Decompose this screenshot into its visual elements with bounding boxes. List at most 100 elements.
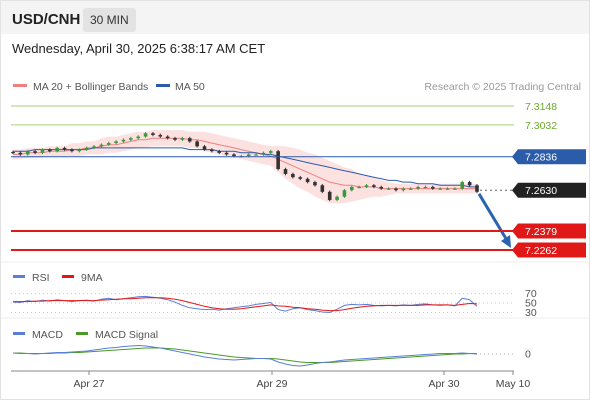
macd-legend-swatch [13,332,25,335]
candle-body [224,152,229,155]
candle-body [320,185,325,192]
candle-body [298,177,303,179]
candle-body [25,151,30,155]
candle-body [475,185,479,192]
candle-body [40,149,45,153]
candle-body [291,173,295,178]
level-badge [512,149,586,165]
ma50-line [13,147,477,188]
candle-body [342,190,347,197]
rsi-ma-legend-label: 9MA [81,272,103,284]
candle-body [431,186,435,189]
candle-body [70,149,74,152]
candle-body [232,154,236,157]
rsi-legend-label: RSI [32,272,50,284]
candle-body [62,147,67,150]
candle-body [276,151,280,170]
candle-body [313,182,317,186]
candle-body [158,134,163,137]
level-label: 7.2630 [525,185,557,197]
candle-body [261,152,266,155]
level-label: 7.2836 [525,152,557,164]
macd-line [12,344,478,367]
timestamp: Wednesday, April 30, 2025 6:38:17 AM CET [12,41,266,56]
candle-body [99,144,104,147]
level-label: 7.3032 [525,120,557,132]
candle-body [379,186,384,189]
candle-body [349,186,354,191]
forecast-arrow [477,193,510,243]
credit-text: Research © 2025 Trading Central [424,81,581,93]
level-label: 7.3148 [525,101,557,113]
macd-signal-legend-swatch [76,332,88,335]
macd-signal-line [13,347,477,363]
x-tick-label: Apr 30 [429,378,460,390]
candle-body [467,182,472,186]
candle-body [438,188,442,190]
title-bar: USD/CNH 30 MIN [1,1,589,34]
candle-body [11,151,15,154]
candle-body [394,188,398,191]
candle-body [327,191,332,200]
candle-body [55,147,59,152]
candle-body [121,139,126,142]
candle-body [84,147,89,150]
candle-body [246,154,251,157]
macd-tick-label: 0 [525,349,531,361]
candle-body [357,186,361,189]
candle-body [386,188,391,190]
candle-body [423,186,428,189]
x-tick-label: May 10 [496,378,531,390]
candle-body [445,188,450,190]
candle-body [372,185,376,187]
ma20-legend-label: MA 20 + Bollinger Bands [33,81,148,93]
ma50-legend-swatch [156,84,170,87]
rsi-legend-swatch [13,275,25,278]
rsi-ma-legend-swatch [62,275,74,278]
candle-body [151,133,155,135]
candle-body [254,154,258,156]
candle-body [33,151,37,153]
candle-body [202,146,207,150]
level-badge [512,223,586,239]
candle-body [460,182,465,189]
forecast-arrowhead [501,235,511,248]
candle-body [364,185,369,187]
candle-body [173,138,177,140]
candle-body [408,188,413,190]
candle-body [165,136,170,139]
candle-body [106,143,111,145]
candle-body [401,188,406,191]
candle-body [268,151,273,153]
candle-body [283,169,288,174]
macd-signal-legend-label: MACD Signal [95,329,158,341]
ma20-line [13,137,477,190]
candle-body [92,146,96,148]
candle-body [187,138,192,142]
candle-body [217,151,222,153]
candle-body [453,188,457,190]
candle-body [136,136,141,139]
rsi-tick-label: 70 [525,288,537,300]
x-tick-label: Apr 29 [257,378,288,390]
candle-body [114,141,118,144]
candle-body [416,186,420,189]
candle-body [195,141,199,147]
bollinger-band-area [13,130,477,204]
candle-body [143,133,148,137]
candle-body [77,149,82,152]
x-tick-label: Apr 27 [74,378,105,390]
interval-badge[interactable]: 30 MIN [83,8,136,32]
candle-body [335,196,339,200]
candle-body [129,138,133,140]
symbol-title: USD/CNH [12,11,81,28]
level-label: 7.2262 [525,245,557,257]
level-badge [512,182,586,198]
rsi-tick-label: 50 [525,298,537,310]
candle-body [180,138,185,140]
rsi-line [12,295,478,314]
rsi-tick-label: 30 [525,307,537,319]
level-label: 7.2379 [525,226,557,238]
candle-body [48,149,52,152]
